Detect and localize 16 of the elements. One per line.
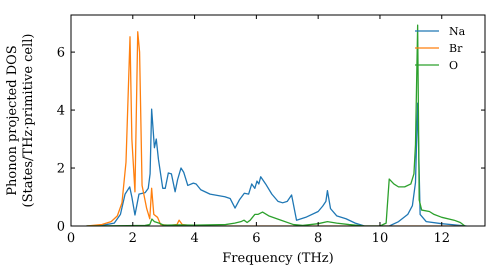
x-axis-title: Frequency (THz) [222,251,334,266]
y-tick-label: 2 [56,162,65,177]
x-tick-label: 0 [66,231,76,246]
x-tick-label: 4 [190,231,199,246]
x-tick-label: 10 [372,231,388,246]
legend-label: Na [449,25,466,38]
y-tick-label: 6 [56,46,65,61]
x-tick-label: 6 [252,231,261,246]
y-axis-title: Phonon projected DOS (States/THz·primitive cell) [5,33,36,208]
y-tick-label: 4 [56,104,65,119]
y-tick-label: 0 [56,220,65,234]
legend-label: O [449,59,458,72]
x-tick-label: 12 [433,231,450,246]
x-tick-label: 8 [314,231,322,246]
legend-label: Br [449,42,464,55]
x-tick-label: 2 [128,231,137,246]
